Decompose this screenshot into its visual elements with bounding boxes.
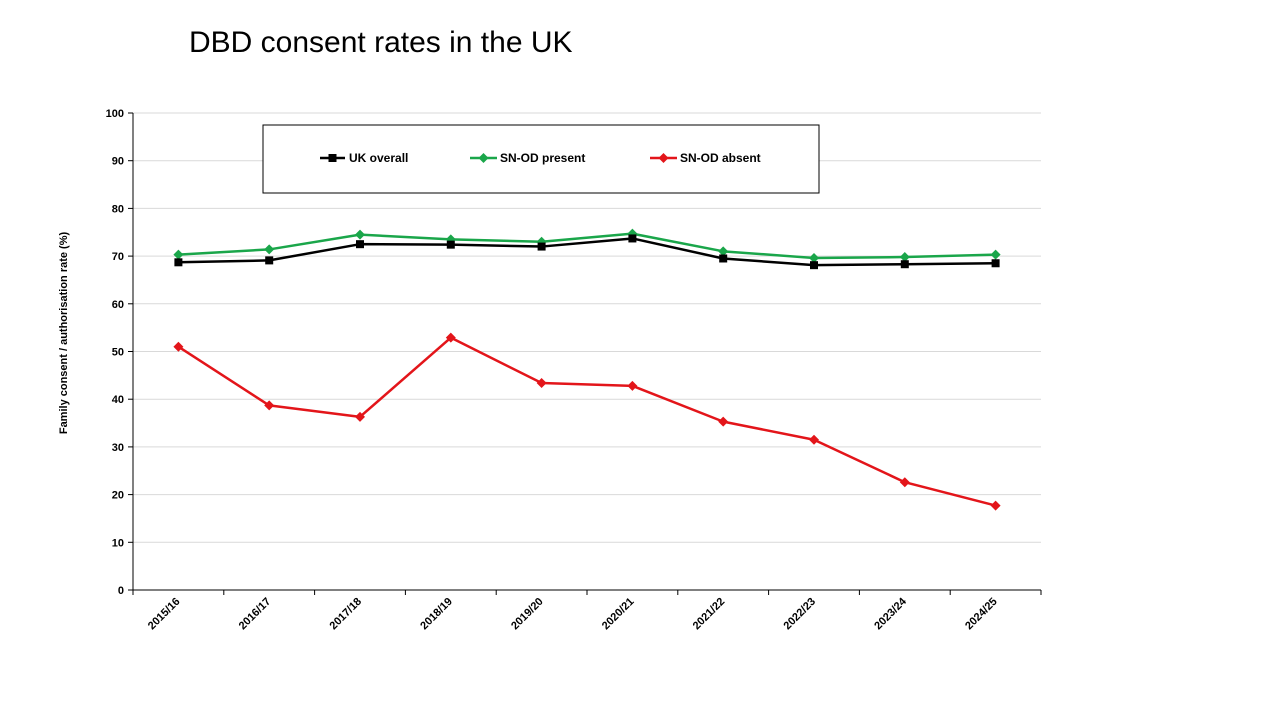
x-tick-label: 2016/17 [237, 596, 274, 633]
data-point [537, 242, 546, 251]
data-point [446, 240, 455, 249]
data-point [809, 253, 819, 264]
legend-entry: SN-OD present [470, 151, 585, 165]
x-tick-label: 2024/25 [963, 596, 1000, 633]
legend-entry: UK overall [320, 151, 408, 165]
x-tick-label: 2018/19 [418, 596, 455, 633]
data-point [355, 411, 365, 422]
x-tick-label: 2022/23 [782, 596, 819, 633]
data-point [328, 154, 337, 162]
data-point [899, 252, 910, 263]
data-point [627, 380, 638, 391]
x-tick-label: 2019/20 [509, 596, 546, 633]
legend: UK overall SN-OD present SN-OD absent [262, 124, 820, 194]
data-point [264, 400, 275, 411]
y-tick-label: 90 [112, 156, 124, 168]
data-point [718, 416, 729, 427]
data-point [990, 500, 1001, 511]
data-point [719, 254, 728, 263]
data-point [628, 234, 637, 243]
legend-label: UK overall [349, 151, 408, 165]
data-point [173, 249, 184, 260]
data-point [356, 240, 364, 249]
x-tick-label: 2023/24 [872, 595, 909, 632]
data-point [658, 153, 669, 163]
data-point [809, 434, 819, 445]
legend-items: UK overall SN-OD present SN-OD absent [320, 151, 761, 165]
y-tick-label: 30 [112, 442, 124, 454]
series-uk-overall [174, 234, 1000, 270]
series-sn-od-absent [173, 332, 1001, 511]
data-point [174, 258, 183, 267]
y-tick-label: 60 [112, 299, 124, 311]
legend-label: SN-OD absent [680, 151, 761, 165]
data-point [478, 153, 489, 163]
x-tick-label: 2015/16 [146, 596, 183, 633]
x-tick-labels: 2015/16 2016/17 2017/18 2018/19 2019/20 2020/… [146, 595, 1000, 632]
data-point [265, 256, 274, 265]
data-point [718, 246, 729, 257]
y-tick-label: 0 [118, 585, 124, 597]
x-tick-label: 2017/18 [328, 596, 365, 633]
y-tick-label: 80 [112, 203, 124, 215]
series-line [178, 232, 996, 260]
x-tick-label: 2021/22 [691, 596, 728, 633]
data-point [355, 229, 365, 240]
x-tick-label: 2020/21 [600, 596, 637, 633]
data-point [536, 377, 547, 388]
data-point [900, 260, 909, 269]
data-point [990, 249, 1001, 260]
axes [128, 112, 1042, 595]
data-point [264, 244, 275, 255]
series-lines [173, 228, 1001, 511]
data-point [810, 261, 818, 270]
y-tick-label: 40 [112, 394, 124, 406]
legend-box [262, 124, 820, 194]
data-point [899, 477, 910, 488]
data-point [445, 332, 456, 343]
legend-label: SN-OD present [500, 151, 585, 165]
y-tick-label: 50 [112, 347, 124, 359]
y-tick-label: 70 [112, 251, 124, 263]
y-tick-label: 100 [106, 108, 124, 120]
data-point [991, 259, 1000, 268]
y-tick-label: 10 [112, 537, 124, 549]
y-tick-label: 20 [112, 490, 124, 502]
y-axis-title: Family consent / authorisation rate (%) [58, 232, 70, 435]
series-sn-od-present [173, 228, 1001, 264]
series-line [178, 237, 996, 267]
legend-entry: SN-OD absent [650, 151, 761, 165]
data-point [173, 341, 184, 352]
y-tick-labels: 0 10 20 30 40 50 60 70 80 90 100 [106, 108, 124, 597]
slide-title: DBD consent rates in the UK [189, 26, 573, 59]
series-line [177, 336, 996, 507]
